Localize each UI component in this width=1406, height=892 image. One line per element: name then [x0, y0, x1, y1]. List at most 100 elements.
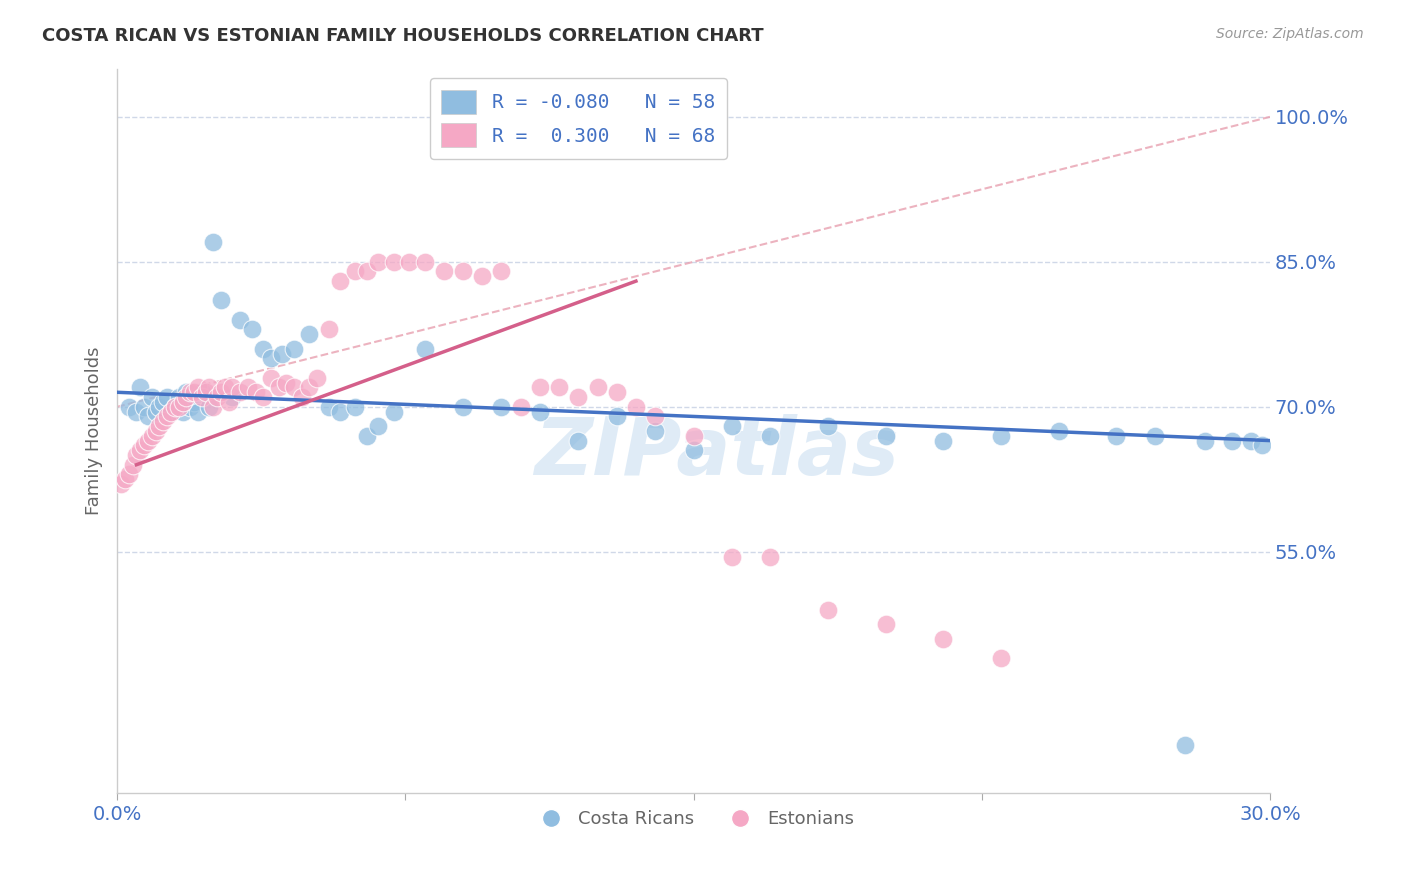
Point [606, 385, 628, 400]
Point [179, 400, 201, 414]
Legend: Costa Ricans, Estonians: Costa Ricans, Estonians [526, 803, 860, 835]
Point [1220, 434, 1243, 448]
Point [132, 400, 155, 414]
Point [329, 274, 352, 288]
Point [606, 409, 628, 424]
Point [136, 434, 159, 448]
Point [114, 472, 136, 486]
Point [298, 380, 321, 394]
Point [382, 404, 405, 418]
Point [875, 617, 897, 632]
Point [817, 603, 839, 617]
Point [209, 293, 232, 308]
Point [1194, 434, 1216, 448]
Point [413, 255, 436, 269]
Point [148, 400, 170, 414]
Point [471, 269, 494, 284]
Point [148, 419, 170, 434]
Point [129, 443, 152, 458]
Point [682, 429, 704, 443]
Point [1174, 738, 1197, 752]
Point [759, 429, 782, 443]
Point [125, 448, 148, 462]
Point [187, 380, 209, 394]
Point [260, 371, 283, 385]
Point [682, 443, 704, 458]
Point [252, 390, 274, 404]
Point [176, 390, 198, 404]
Point [163, 400, 186, 414]
Point [721, 419, 744, 434]
Point [382, 255, 405, 269]
Point [190, 385, 212, 400]
Point [129, 380, 152, 394]
Point [413, 342, 436, 356]
Point [509, 400, 531, 414]
Point [240, 322, 263, 336]
Point [1143, 429, 1166, 443]
Point [145, 424, 167, 438]
Point [624, 400, 647, 414]
Point [198, 380, 221, 394]
Point [567, 390, 589, 404]
Point [160, 404, 183, 418]
Point [318, 322, 340, 336]
Point [172, 404, 194, 418]
Point [110, 477, 132, 491]
Point [721, 549, 744, 564]
Point [367, 419, 389, 434]
Point [356, 264, 378, 278]
Text: Source: ZipAtlas.com: Source: ZipAtlas.com [1216, 27, 1364, 41]
Point [229, 385, 252, 400]
Point [356, 429, 378, 443]
Point [276, 376, 298, 390]
Text: ZIPatlas: ZIPatlas [534, 414, 898, 491]
Point [190, 390, 212, 404]
Point [548, 380, 571, 394]
Point [491, 400, 513, 414]
Point [163, 400, 186, 414]
Point [156, 409, 179, 424]
Point [160, 404, 183, 418]
Point [433, 264, 456, 278]
Point [367, 255, 389, 269]
Point [586, 380, 609, 394]
Point [491, 264, 513, 278]
Point [283, 342, 305, 356]
Point [1240, 434, 1263, 448]
Point [344, 400, 367, 414]
Point [202, 235, 225, 250]
Point [451, 264, 474, 278]
Point [252, 342, 274, 356]
Point [152, 395, 174, 409]
Point [167, 390, 190, 404]
Point [990, 651, 1012, 665]
Point [118, 400, 141, 414]
Point [644, 409, 666, 424]
Point [529, 404, 551, 418]
Point [318, 400, 340, 414]
Point [567, 434, 589, 448]
Point [398, 255, 420, 269]
Point [1047, 424, 1070, 438]
Point [209, 385, 232, 400]
Point [187, 404, 209, 418]
Point [759, 549, 782, 564]
Point [875, 429, 897, 443]
Point [141, 390, 163, 404]
Point [817, 419, 839, 434]
Point [344, 264, 367, 278]
Point [218, 395, 240, 409]
Y-axis label: Family Households: Family Households [86, 347, 103, 516]
Point [221, 380, 243, 394]
Point [176, 385, 198, 400]
Point [172, 395, 194, 409]
Point [260, 351, 283, 366]
Point [156, 390, 179, 404]
Point [291, 390, 314, 404]
Point [198, 400, 221, 414]
Point [271, 346, 294, 360]
Point [141, 429, 163, 443]
Point [329, 404, 352, 418]
Point [932, 632, 955, 646]
